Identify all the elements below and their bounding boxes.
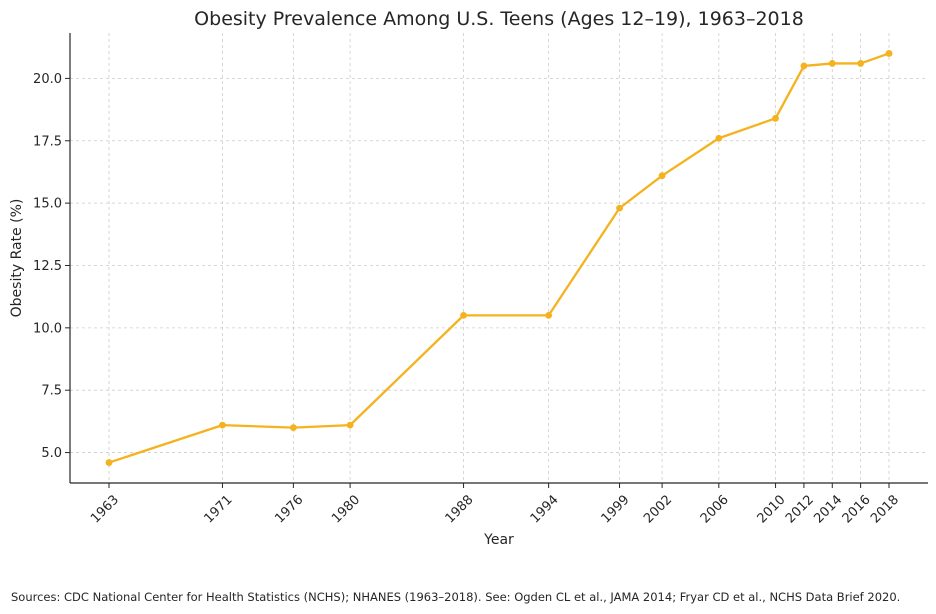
y-axis-label: Obesity Rate (%) (9, 199, 25, 318)
data-point (658, 172, 666, 180)
x-tick-label: 1963 (88, 492, 122, 526)
series-obesity-rate (105, 50, 893, 466)
y-axis-ticks: 5.0 7.5 10.0 12.5 15.0 17.5 20.0 (33, 72, 70, 461)
data-point (828, 60, 836, 67)
axes (69, 33, 928, 484)
x-tick-label: 2002 (641, 492, 675, 526)
data-point (616, 204, 623, 212)
x-tick-label: 1999 (599, 492, 633, 526)
series-line (107, 52, 891, 464)
x-tick-label: 1994 (528, 492, 562, 526)
x-tick-label: 1980 (329, 492, 363, 526)
data-point (715, 134, 723, 142)
data-point (545, 311, 553, 319)
y-tick-label: 7.5 (41, 384, 62, 399)
x-tick-label: 2012 (783, 492, 817, 526)
x-tick-label: 2018 (868, 492, 902, 526)
data-point (105, 459, 113, 466)
data-point (772, 114, 779, 122)
y-tick-label: 20.0 (33, 72, 62, 87)
y-tick-label: 10.0 (33, 321, 62, 336)
data-point (885, 50, 893, 57)
data-point (346, 421, 354, 429)
y-tick-label: 15.0 (33, 197, 62, 212)
sources-footnote: Sources: CDC National Center for Health … (11, 590, 901, 604)
y-tick-label: 12.5 (33, 259, 62, 274)
chart-title: Obesity Prevalence Among U.S. Teens (Age… (194, 8, 804, 30)
x-axis-ticks: 1963 1971 1976 1980 1988 1994 1999 2002 2006 2010… (88, 483, 902, 526)
data-point (289, 424, 297, 432)
x-tick-label: 2010 (755, 492, 789, 526)
gridlines (70, 33, 928, 483)
data-point (460, 311, 467, 319)
x-tick-label: 1976 (272, 492, 306, 526)
y-tick-label: 5.0 (41, 446, 62, 461)
x-tick-label: 1988 (443, 492, 477, 526)
data-point (219, 421, 226, 429)
x-axis-label: Year (483, 532, 514, 548)
data-point (800, 62, 808, 70)
x-tick-label: 2006 (698, 492, 732, 526)
x-tick-label: 1971 (201, 492, 235, 526)
x-tick-label: 2016 (840, 492, 874, 526)
x-tick-label: 2014 (811, 492, 845, 526)
y-tick-label: 17.5 (33, 134, 62, 149)
data-point (857, 60, 865, 67)
